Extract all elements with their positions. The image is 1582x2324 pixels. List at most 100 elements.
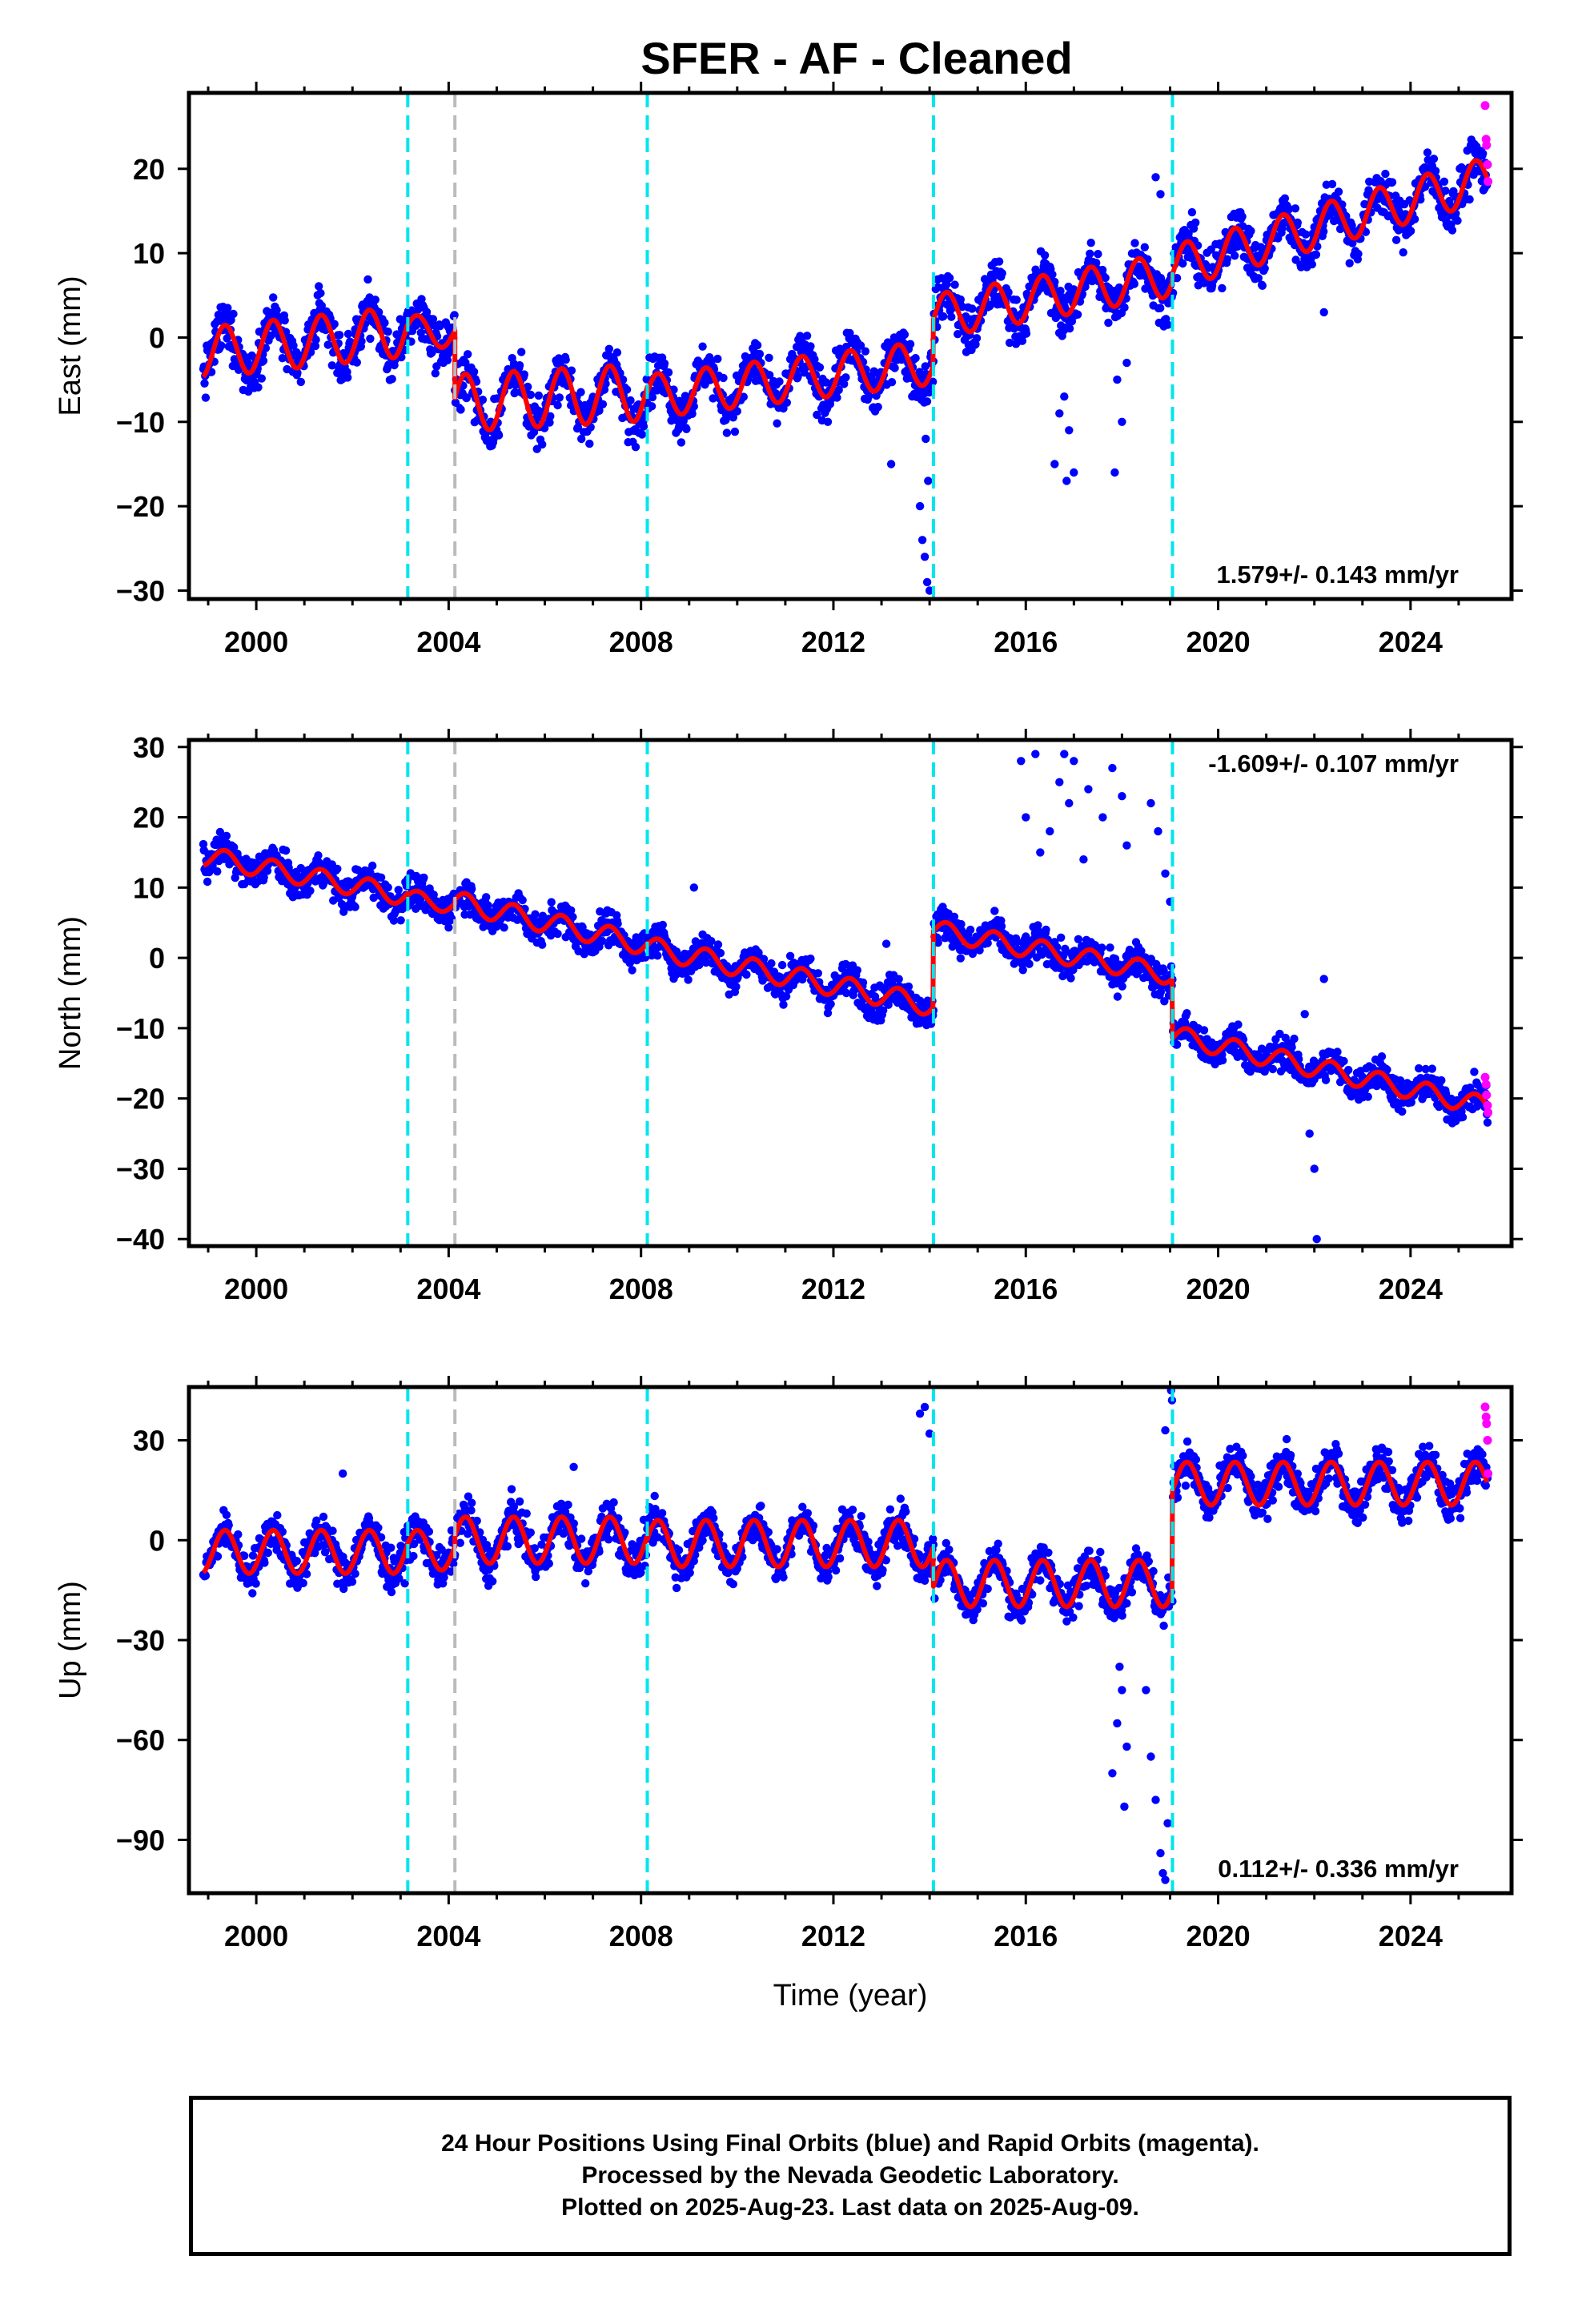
final-orbit-point (966, 925, 975, 935)
final-orbit-point (1013, 937, 1022, 947)
final-orbit-point (815, 363, 825, 372)
final-orbit-point (813, 410, 821, 420)
final-orbit-point (597, 936, 607, 946)
final-orbit-point (781, 992, 791, 1001)
x-tick-label: 2024 (1379, 1273, 1443, 1305)
outlier-point (920, 553, 930, 561)
x-tick-label: 2012 (801, 1273, 865, 1305)
final-orbit-point (1410, 215, 1419, 223)
final-orbit-point (272, 306, 281, 315)
final-orbit-point (335, 331, 344, 340)
final-orbit-point (515, 361, 524, 370)
final-orbit-point (1178, 259, 1187, 268)
final-orbit-point (813, 969, 822, 978)
final-orbit-point (529, 428, 539, 436)
rapid-orbit-point (1482, 140, 1492, 150)
final-orbit-point (251, 1579, 260, 1588)
final-orbit-point (1110, 955, 1120, 963)
final-orbit-point (1423, 148, 1432, 157)
outlier-point (1098, 813, 1107, 822)
final-orbit-point (428, 348, 436, 357)
timeseries-charts: 2000 2004 2008 2012 2016 2020 2024−30−20−10010… (54, 82, 1523, 2012)
final-orbit-point (806, 954, 815, 963)
final-orbit-point (858, 978, 868, 987)
page-title: SFER - AF - Cleaned (640, 33, 1073, 83)
final-orbit-point (302, 1570, 311, 1578)
final-orbit-point (777, 960, 787, 970)
final-orbit-point (217, 341, 226, 350)
final-orbit-point (937, 274, 946, 283)
final-orbit-point (684, 975, 693, 984)
final-orbit-point (1439, 177, 1449, 186)
final-orbit-point (363, 275, 372, 284)
final-orbit-point (997, 922, 1006, 931)
final-orbit-point (956, 954, 966, 963)
x-tick-label: 2000 (224, 1273, 288, 1305)
final-orbit-point (335, 893, 343, 903)
final-orbit-point (1088, 276, 1097, 286)
final-orbit-point (865, 392, 873, 400)
final-orbit-point (1311, 250, 1321, 259)
plot-area-up (199, 1387, 1493, 1884)
plot-frame-east (187, 90, 1514, 601)
final-orbit-point (420, 873, 428, 883)
outlier-point (1110, 468, 1119, 477)
final-orbit-point (260, 1558, 269, 1567)
final-orbit-point (1375, 191, 1384, 199)
final-orbit-point (577, 434, 586, 444)
rapid-orbit-point (1480, 101, 1490, 111)
final-orbit-point (317, 301, 326, 310)
final-orbit-point (1022, 329, 1031, 338)
final-orbit-point (733, 407, 741, 416)
final-orbit-point (1453, 216, 1462, 225)
final-orbit-point (555, 393, 564, 402)
final-orbit-point (604, 344, 613, 353)
final-orbit-point (833, 393, 841, 402)
final-orbit-point (1130, 279, 1139, 288)
outlier-point (1146, 798, 1155, 808)
outlier-point (1084, 785, 1093, 794)
final-orbit-point (975, 946, 984, 955)
y-tick-label: 10 (133, 871, 165, 904)
y-tick-label: −30 (116, 574, 165, 607)
final-orbit-point (306, 887, 315, 895)
final-orbit-point (695, 960, 704, 970)
final-orbit-point (870, 992, 880, 1001)
final-orbit-point (312, 1516, 321, 1525)
outlier-point (1312, 1235, 1321, 1244)
y-tick-label: 0 (149, 942, 165, 975)
final-orbit-point (422, 308, 432, 316)
final-orbit-point (637, 430, 647, 439)
final-orbit-point (524, 382, 532, 392)
outlier-point (1070, 468, 1078, 477)
final-orbit-point (1156, 304, 1165, 312)
outlier-point (922, 577, 932, 587)
final-orbit-point (561, 356, 570, 364)
outlier-point (1022, 813, 1030, 822)
final-orbit-point (1160, 997, 1169, 1006)
final-orbit-point (1073, 310, 1082, 319)
final-orbit-point (240, 1551, 249, 1561)
outlier-point (1113, 375, 1122, 384)
final-orbit-point (327, 361, 336, 370)
final-orbit-point (347, 1577, 357, 1586)
final-orbit-point (658, 920, 667, 930)
final-orbit-point (215, 827, 225, 837)
final-orbit-point (1333, 1047, 1342, 1056)
final-orbit-point (648, 392, 657, 402)
final-orbit-point (1280, 194, 1290, 203)
final-orbit-point (742, 970, 751, 979)
final-orbit-point (531, 910, 540, 919)
final-orbit-point (870, 368, 879, 377)
final-orbit-point (1395, 207, 1403, 216)
final-orbit-point (1086, 249, 1094, 258)
final-orbit-point (1391, 235, 1401, 244)
outlier-point (1065, 426, 1074, 435)
final-orbit-point (1465, 195, 1474, 204)
final-orbit-point (257, 374, 266, 383)
final-orbit-point (248, 1551, 258, 1560)
rapid-orbit-points-north (1480, 1072, 1493, 1117)
final-orbit-point (755, 349, 765, 359)
final-orbit-point (793, 372, 802, 381)
final-orbit-point (553, 929, 562, 939)
